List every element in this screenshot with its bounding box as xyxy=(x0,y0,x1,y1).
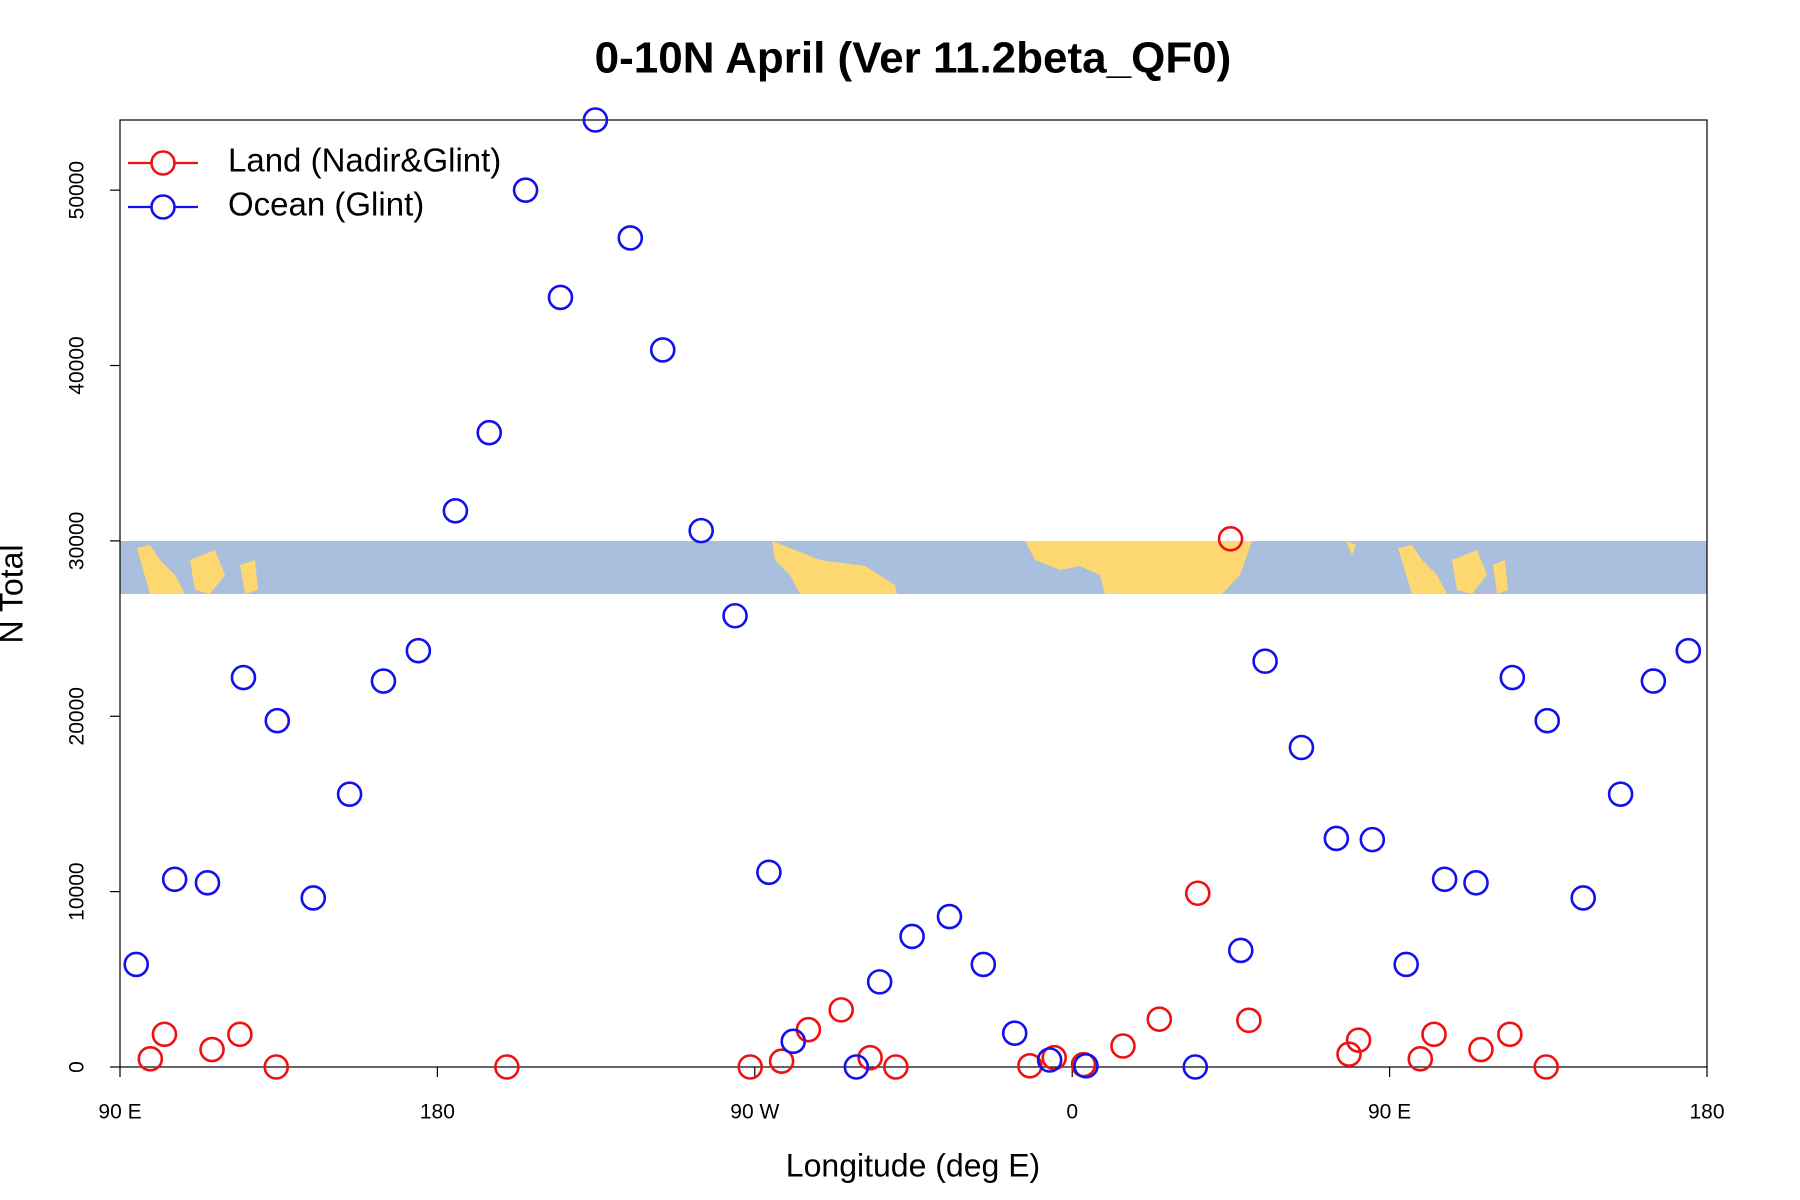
point xyxy=(1017,1053,1043,1079)
point xyxy=(1497,1021,1523,1048)
point xyxy=(1431,866,1458,893)
x-tick-label: 0 xyxy=(1066,1101,1078,1124)
x-tick-label: 90 E xyxy=(1368,1101,1411,1124)
point xyxy=(1236,1007,1262,1034)
x-tick-label: 90 E xyxy=(98,1101,141,1124)
point xyxy=(795,1016,822,1043)
point xyxy=(476,419,503,446)
point xyxy=(123,951,150,978)
chart-title: 0-10N April (Ver 11.2beta_QF0) xyxy=(595,34,1232,83)
point xyxy=(1534,707,1561,734)
point xyxy=(370,668,397,694)
point xyxy=(866,969,893,995)
point xyxy=(1323,825,1350,852)
legend-marker xyxy=(150,194,176,220)
point xyxy=(617,225,644,251)
point xyxy=(264,707,291,734)
point xyxy=(161,866,188,893)
point xyxy=(194,869,221,896)
point xyxy=(1252,648,1278,675)
point xyxy=(1217,525,1244,552)
point xyxy=(137,1046,164,1072)
point xyxy=(1110,1033,1136,1059)
point xyxy=(1001,1020,1028,1046)
point xyxy=(1036,1047,1063,1073)
point xyxy=(756,859,782,886)
map-land xyxy=(1025,541,1252,594)
point xyxy=(263,1054,290,1080)
y-tick-label: 0 xyxy=(66,1061,89,1073)
point xyxy=(151,1021,178,1048)
map-band xyxy=(120,541,1707,594)
point xyxy=(1359,826,1386,853)
point xyxy=(494,1054,520,1080)
point xyxy=(828,997,855,1023)
y-tick-label: 20000 xyxy=(66,687,89,745)
legend-marker xyxy=(150,150,176,176)
point xyxy=(936,903,963,930)
point xyxy=(199,1036,225,1063)
point xyxy=(1288,734,1315,761)
map-land xyxy=(772,541,897,594)
x-tick-label: 90 W xyxy=(730,1101,779,1124)
point xyxy=(688,517,714,544)
point xyxy=(1570,885,1597,911)
x-tick-label: 180 xyxy=(1689,1101,1724,1124)
y-tick-label: 10000 xyxy=(66,862,89,920)
point xyxy=(1421,1021,1447,1048)
x-axis-label: Longitude (deg E) xyxy=(786,1147,1040,1183)
point xyxy=(300,885,327,911)
point xyxy=(512,177,539,203)
point xyxy=(883,1054,909,1080)
map-land xyxy=(1346,541,1508,594)
map-land xyxy=(137,545,258,594)
point xyxy=(547,284,574,311)
point xyxy=(1393,951,1419,978)
point xyxy=(1468,1036,1494,1063)
point xyxy=(1227,937,1254,964)
point xyxy=(1146,1006,1173,1032)
point xyxy=(899,923,925,950)
legend-label: Land (Nadir&Glint) xyxy=(228,142,501,179)
point xyxy=(737,1054,764,1080)
y-tick-label: 40000 xyxy=(66,336,89,394)
point xyxy=(405,637,432,664)
point xyxy=(582,107,609,133)
point xyxy=(1345,1027,1372,1053)
point xyxy=(1184,880,1211,907)
point xyxy=(1463,869,1489,896)
y-tick-label: 50000 xyxy=(66,161,89,219)
legend-label: Ocean (Glint) xyxy=(228,186,424,223)
map-ocean xyxy=(120,541,1707,594)
point xyxy=(768,1048,795,1074)
point xyxy=(857,1044,883,1071)
point xyxy=(1607,781,1634,807)
point xyxy=(1182,1054,1209,1080)
point xyxy=(970,951,997,978)
point xyxy=(722,602,748,629)
point xyxy=(649,337,676,363)
point xyxy=(336,781,363,807)
point xyxy=(1407,1046,1434,1072)
point xyxy=(1499,664,1526,691)
plot-frame xyxy=(119,119,1708,1068)
point xyxy=(1640,668,1667,694)
y-axis-label: N Total xyxy=(0,544,29,643)
point xyxy=(843,1054,870,1080)
point xyxy=(1336,1041,1362,1067)
point xyxy=(1533,1054,1559,1080)
x-tick-label: 180 xyxy=(420,1101,455,1124)
point xyxy=(780,1028,807,1055)
point xyxy=(1675,637,1702,664)
point xyxy=(1073,1053,1099,1079)
point xyxy=(230,664,257,691)
point xyxy=(227,1021,253,1048)
y-tick-label: 30000 xyxy=(66,512,89,570)
point xyxy=(442,498,469,524)
